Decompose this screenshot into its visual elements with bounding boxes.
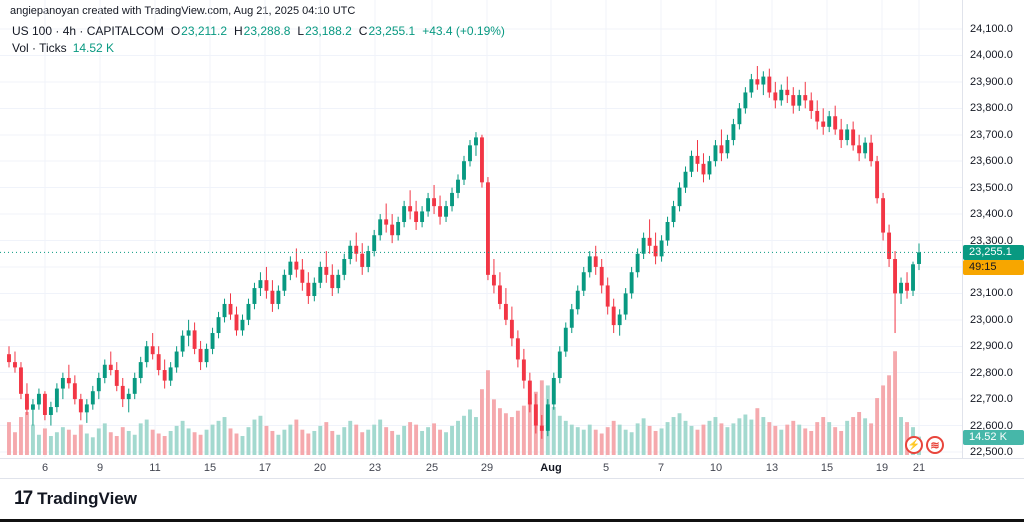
price-axis-label: 22,800.0 [970, 366, 1013, 379]
volume-legend: Vol · Ticks 14.52 K [12, 41, 114, 55]
tradingview-logo-mark-icon: 17 [14, 488, 33, 509]
price-axis-label: 22,700.0 [970, 393, 1013, 406]
time-axis-label: 20 [313, 462, 327, 474]
time-axis-label: 19 [875, 462, 889, 474]
legend-low: L 23,188.2 [297, 24, 352, 38]
price-axis-label: 24,000.0 [970, 49, 1013, 62]
lightning-sticker-icon[interactable]: ⚡ [905, 436, 923, 454]
time-axis-label: 6 [41, 462, 49, 474]
time-axis-label: 29 [480, 462, 494, 474]
price-axis-label: 23,400.0 [970, 208, 1013, 221]
time-axis-label: 15 [820, 462, 834, 474]
time-axis-label: 25 [425, 462, 439, 474]
legend-close: C 23,255.1 [358, 24, 416, 38]
legend-change: +43.4 (+0.19%) [422, 24, 505, 38]
tradingview-brand-text: TradingView [37, 489, 137, 508]
time-axis-label: 17 [258, 462, 272, 474]
countdown-badge: 49:15 [963, 259, 1024, 275]
price-axis-label: 22,900.0 [970, 340, 1013, 353]
price-axis-label: 23,300.0 [970, 234, 1013, 247]
legend-high: H 23,288.8 [234, 24, 291, 38]
price-axis-label: 23,000.0 [970, 313, 1013, 326]
volume-badge: 14.52 K [963, 429, 1024, 445]
volume-legend-label: Vol · Ticks [12, 41, 67, 55]
price-axis-label: 23,800.0 [970, 102, 1013, 115]
window-bottom-edge [0, 519, 1024, 522]
last-price-badge: 23,255.1 [963, 244, 1024, 260]
time-axis-label: 13 [765, 462, 779, 474]
time-axis-label: 7 [657, 462, 665, 474]
price-axis-label: 22,500.0 [970, 446, 1013, 458]
time-axis-label: 11 [149, 462, 161, 474]
price-axis-label: 23,500.0 [970, 181, 1013, 194]
chart-canvas[interactable] [0, 0, 962, 457]
price-axis[interactable]: 24,100.0 24,000.0 23,900.0 23,800.0 23,700.0… [962, 0, 1024, 458]
price-axis-label: 24,100.0 [970, 23, 1013, 35]
time-axis-label: 21 [912, 462, 926, 474]
price-axis-label: 23,100.0 [970, 287, 1013, 300]
tradingview-logo[interactable]: 17 TradingView [14, 488, 137, 510]
time-axis[interactable]: 6 9 11 15 17 20 23 25 29 Aug 5 7 10 13 15 19 21 [0, 458, 1024, 479]
time-axis-label: 9 [96, 462, 104, 474]
legend-open: O 23,211.2 [170, 24, 227, 38]
price-axis-label: 23,900.0 [970, 75, 1013, 88]
time-axis-label: Aug [540, 462, 562, 474]
chart-legend: US 100 · 4h · CAPITALCOM O 23,211.2 H 23,2… [12, 24, 505, 38]
volume-legend-value: 14.52 K [72, 41, 115, 55]
symbol-title[interactable]: US 100 · 4h · CAPITALCOM [12, 24, 164, 38]
attribution-text: angiepanoyan created with TradingView.co… [10, 5, 356, 17]
time-axis-label: 15 [203, 462, 217, 474]
time-axis-label: 10 [709, 462, 723, 474]
time-axis-label: 23 [368, 462, 382, 474]
price-axis-label: 22,600.0 [970, 419, 1013, 432]
waves-sticker-icon[interactable]: ≋ [926, 436, 944, 454]
price-axis-label: 23,700.0 [970, 128, 1013, 141]
footer-toolbar: 17 TradingView [0, 478, 1024, 519]
price-axis-label: 23,600.0 [970, 155, 1013, 168]
sticker-group: ⚡ ≋ [905, 436, 944, 454]
time-axis-label: 5 [602, 462, 610, 474]
